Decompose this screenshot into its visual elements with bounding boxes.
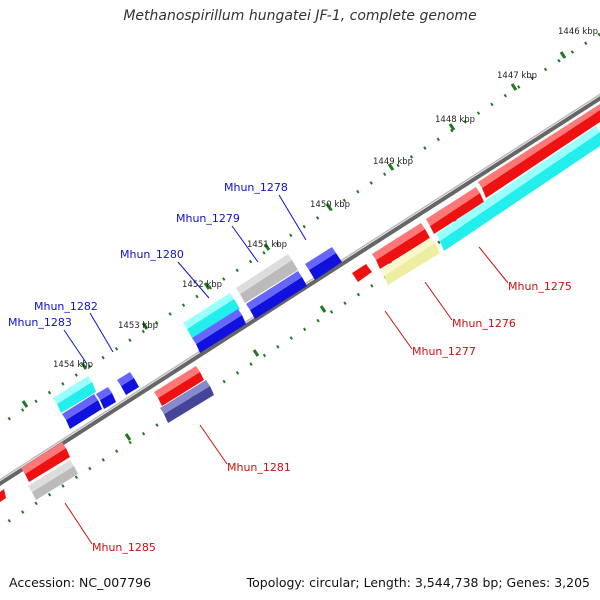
gene-block-blue-top bbox=[62, 394, 98, 420]
gene-label-Mhun_1279[interactable]: Mhun_1279 bbox=[176, 212, 240, 225]
gene-label-Mhun_1277[interactable]: Mhun_1277 bbox=[412, 345, 476, 358]
kbp-label: 1449 kbp bbox=[373, 157, 413, 167]
kbp-label: 1454 kbp bbox=[53, 360, 93, 370]
gene-block-gray-top bbox=[28, 460, 74, 492]
gene-label-Mhun_1281[interactable]: Mhun_1281 bbox=[227, 461, 291, 474]
gene-block-blue[interactable] bbox=[250, 277, 307, 319]
gene-block-red[interactable] bbox=[376, 229, 430, 269]
gene-label-Mhun_1282[interactable]: Mhun_1282 bbox=[34, 300, 98, 313]
gene-block-blue-top bbox=[96, 387, 112, 400]
gene-label-Mhun_1283[interactable]: Mhun_1283 bbox=[8, 316, 72, 329]
gene-block-red-top bbox=[478, 104, 600, 188]
gene-block-red[interactable] bbox=[482, 110, 600, 198]
gene-block-red-top bbox=[21, 442, 66, 474]
genome-summary-text: Topology: circular; Length: 3,544,738 bp… bbox=[246, 575, 590, 590]
gene-block-gray[interactable] bbox=[32, 466, 78, 500]
gene-block-cyan[interactable] bbox=[440, 132, 600, 251]
kbp-label: 1452 kbp bbox=[182, 280, 222, 290]
gene-block-red-top bbox=[426, 187, 480, 226]
gene-block-blue[interactable] bbox=[100, 393, 116, 409]
accession-text: Accession: NC_007796 bbox=[9, 575, 152, 590]
gene-label-Mhun_1285[interactable]: Mhun_1285 bbox=[92, 541, 156, 554]
kbp-label: 1450 kbp bbox=[310, 200, 350, 210]
gene-block-blue[interactable] bbox=[196, 315, 246, 353]
kbp-label: 1451 kbp bbox=[247, 240, 287, 250]
gene-block-red[interactable] bbox=[430, 193, 484, 234]
gene-label-Mhun_1280[interactable]: Mhun_1280 bbox=[120, 248, 184, 261]
gene-block-gray[interactable] bbox=[240, 260, 298, 303]
kbp-label: 1447 kbp bbox=[497, 71, 537, 81]
gene-block-cyan[interactable] bbox=[57, 382, 96, 413]
kbp-labels: 1446 kbp 1447 kbp 1448 kbp 1449 kbp 1450… bbox=[53, 27, 598, 370]
gene-block-blue[interactable] bbox=[66, 400, 102, 429]
gene-block-blue-top bbox=[117, 372, 134, 386]
gene-block-blue[interactable] bbox=[309, 253, 342, 280]
gene-block-tan[interactable] bbox=[384, 243, 440, 285]
forward-leader-lines bbox=[63, 194, 307, 365]
kbp-label: 1448 kbp bbox=[435, 115, 475, 125]
gene-block-gray-top bbox=[236, 254, 292, 294]
kbp-label: 1453 kbp bbox=[118, 321, 158, 331]
gene-block-blue[interactable] bbox=[121, 378, 139, 395]
gene-block-red[interactable] bbox=[352, 264, 372, 282]
gene-block-cyan-top bbox=[183, 293, 234, 329]
gene-block-blue-top bbox=[305, 247, 336, 270]
gene-labels: Mhun_1278 Mhun_1279 Mhun_1280 Mhun_1282 … bbox=[8, 181, 572, 554]
gene-block-cyan-top bbox=[436, 126, 600, 241]
gene-label-Mhun_1275[interactable]: Mhun_1275 bbox=[508, 280, 572, 293]
gene-block-red[interactable] bbox=[25, 448, 70, 482]
kbp-label: 1446 kbp bbox=[558, 27, 598, 37]
gene-block-navy-top bbox=[160, 380, 210, 414]
gene-label-Mhun_1276[interactable]: Mhun_1276 bbox=[452, 317, 516, 330]
gene-block-cyan-top bbox=[53, 376, 92, 404]
gene-block-red-top bbox=[372, 223, 425, 260]
gene-block-red[interactable] bbox=[0, 489, 6, 502]
gene-block-blue-top bbox=[192, 309, 242, 344]
gene-block-tan-top bbox=[380, 237, 435, 276]
gene-block-red-top bbox=[154, 366, 200, 398]
gene-block-red[interactable] bbox=[158, 372, 204, 406]
reverse-leader-lines bbox=[64, 246, 509, 545]
gene-blocks bbox=[0, 104, 600, 502]
map-title: Methanospirillum hungatei JF-1, complete… bbox=[123, 8, 477, 24]
gene-block-cyan[interactable] bbox=[187, 299, 240, 338]
gene-label-Mhun_1278[interactable]: Mhun_1278 bbox=[224, 181, 288, 194]
gene-block-blue-top bbox=[246, 271, 302, 310]
gene-block-navy[interactable] bbox=[164, 386, 214, 423]
